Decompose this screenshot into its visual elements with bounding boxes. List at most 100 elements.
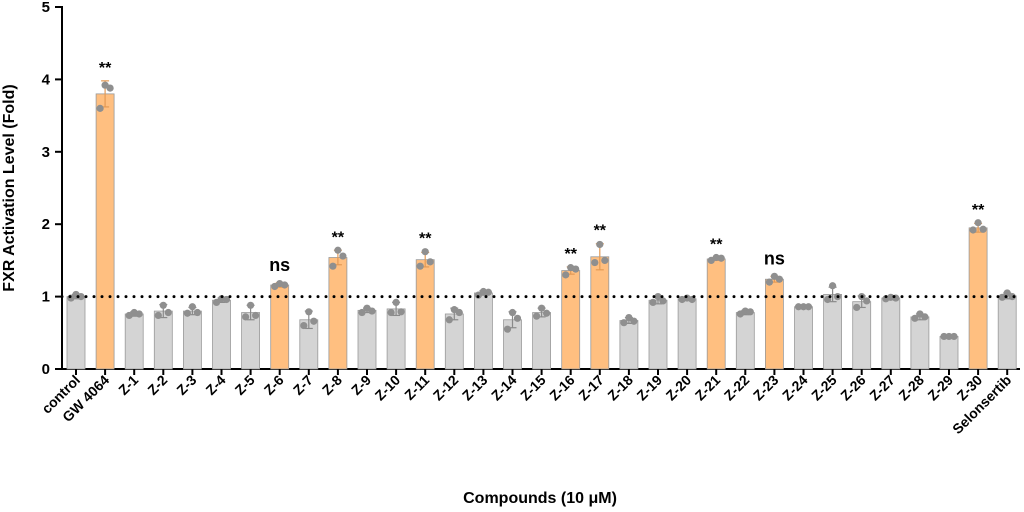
bar bbox=[212, 299, 231, 370]
bar bbox=[153, 310, 173, 370]
data-point bbox=[829, 282, 837, 290]
bar bbox=[910, 316, 930, 370]
data-point bbox=[945, 332, 953, 341]
significance-label: ** bbox=[972, 202, 985, 219]
data-point bbox=[533, 312, 541, 320]
x-tick-label: Z-5 bbox=[232, 372, 258, 398]
data-point bbox=[601, 256, 609, 264]
data-point bbox=[339, 252, 347, 260]
data-point bbox=[300, 321, 308, 330]
data-point bbox=[543, 309, 551, 317]
x-axis-title: Compounds (10 μM) bbox=[463, 490, 617, 507]
x-tick-label: Z-7 bbox=[290, 372, 316, 398]
significance-label: ** bbox=[710, 237, 723, 254]
bar bbox=[561, 270, 581, 370]
x-tick-label: Z-20 bbox=[663, 372, 695, 404]
data-point bbox=[416, 262, 424, 270]
significance-label: ** bbox=[99, 60, 112, 77]
data-point bbox=[455, 308, 463, 317]
data-point bbox=[853, 303, 861, 312]
data-point bbox=[154, 311, 162, 320]
bar bbox=[473, 292, 493, 370]
data-point bbox=[212, 298, 221, 306]
x-tick-label: Z-23 bbox=[750, 372, 782, 404]
x-tick-label: Z-26 bbox=[837, 372, 869, 404]
bar bbox=[95, 93, 115, 370]
data-point bbox=[252, 311, 260, 320]
data-point bbox=[484, 288, 492, 296]
data-point bbox=[974, 219, 982, 227]
x-tick-label: Z-13 bbox=[459, 372, 491, 404]
bar bbox=[852, 301, 872, 370]
bar bbox=[881, 297, 901, 370]
x-tick-label: Z-4 bbox=[202, 372, 228, 398]
data-point bbox=[334, 246, 342, 254]
data-point bbox=[188, 303, 196, 311]
data-point bbox=[222, 295, 231, 304]
data-point bbox=[305, 308, 313, 316]
y-tick-label: 3 bbox=[42, 144, 50, 161]
data-point bbox=[159, 301, 167, 309]
bar bbox=[532, 312, 551, 370]
x-tick-label: Z-15 bbox=[517, 372, 549, 404]
y-tick-label: 2 bbox=[42, 216, 50, 233]
significance-label: ** bbox=[564, 246, 577, 263]
data-point bbox=[794, 303, 803, 311]
bar bbox=[357, 309, 377, 370]
bar bbox=[328, 257, 348, 370]
data-point bbox=[242, 313, 250, 321]
data-point bbox=[281, 281, 289, 289]
data-point bbox=[620, 319, 628, 327]
data-point bbox=[596, 240, 604, 249]
data-point bbox=[625, 313, 633, 322]
data-point bbox=[911, 314, 919, 322]
x-tick-label: Z-28 bbox=[895, 372, 927, 404]
y-axis-title: FXR Activation Level (Fold) bbox=[1, 84, 18, 291]
bar bbox=[415, 259, 435, 370]
bar bbox=[794, 306, 813, 370]
bar bbox=[765, 278, 784, 370]
data-point bbox=[969, 226, 977, 234]
x-tick-label: Z-24 bbox=[779, 372, 811, 404]
x-tick-label: Z-19 bbox=[633, 372, 665, 404]
data-point bbox=[392, 298, 400, 306]
x-tick-label: Z-6 bbox=[261, 372, 287, 398]
data-point bbox=[562, 271, 570, 279]
x-tick-label: Z-11 bbox=[401, 372, 432, 403]
data-point bbox=[329, 262, 337, 270]
data-point bbox=[135, 310, 143, 318]
data-point bbox=[998, 293, 1006, 301]
significance-label: ** bbox=[332, 229, 345, 246]
y-tick-label: 0 bbox=[42, 361, 50, 378]
data-point bbox=[591, 258, 599, 267]
data-point bbox=[358, 308, 366, 317]
data-point bbox=[717, 254, 725, 262]
data-point bbox=[397, 308, 405, 316]
data-point bbox=[804, 303, 813, 311]
data-point bbox=[183, 309, 191, 317]
bar bbox=[590, 256, 610, 370]
x-tick-label: Z-18 bbox=[604, 372, 636, 404]
data-point bbox=[508, 308, 517, 317]
x-tick-label: Z-25 bbox=[808, 372, 840, 404]
data-point bbox=[1008, 293, 1016, 301]
bar bbox=[124, 313, 144, 370]
x-tick-label: Z-10 bbox=[372, 372, 404, 404]
bar bbox=[706, 258, 726, 370]
y-tick-label: 5 bbox=[42, 0, 50, 16]
bar bbox=[619, 320, 639, 370]
data-point bbox=[746, 308, 754, 316]
data-point bbox=[940, 332, 948, 341]
data-point bbox=[979, 225, 987, 233]
data-point bbox=[572, 265, 580, 273]
data-point bbox=[775, 275, 784, 283]
significance-label: ns bbox=[764, 248, 785, 268]
data-point bbox=[426, 258, 434, 266]
bar bbox=[823, 294, 842, 370]
data-point bbox=[387, 308, 395, 317]
x-tick-label: Z-27 bbox=[866, 372, 898, 404]
y-tick-label: 1 bbox=[42, 289, 50, 306]
data-point bbox=[96, 104, 104, 112]
